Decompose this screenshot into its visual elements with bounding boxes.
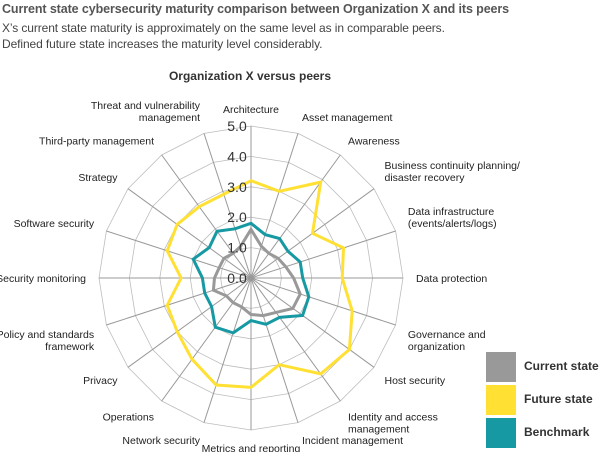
subtitle-line-1: X’s current state maturity is approximat… — [2, 21, 445, 35]
axis-label: Asset management — [302, 112, 393, 124]
axis-label: Host security — [385, 375, 446, 387]
axis-spoke — [250, 133, 299, 279]
axis-label: Data infrastructure (events/alerts/logs) — [408, 206, 497, 230]
legend-label-benchmark: Benchmark — [524, 425, 590, 439]
axis-spoke — [203, 133, 252, 279]
axis-spoke — [106, 230, 252, 279]
axis-spoke — [203, 277, 252, 423]
axis-label: Privacy — [83, 375, 118, 387]
axis-spoke — [127, 188, 252, 279]
axis-label: Software security — [14, 218, 95, 230]
axis-label: Operations — [103, 412, 154, 424]
legend-label-future-state: Future state — [524, 392, 593, 406]
legend-swatch-future-state — [486, 385, 516, 415]
axis-spoke — [250, 154, 341, 279]
axis-spoke — [250, 230, 396, 279]
axis-label: Architecture — [223, 104, 279, 116]
axis-spoke — [106, 277, 252, 326]
tick-label: 1.0 — [227, 240, 247, 256]
axis-spoke — [161, 154, 252, 279]
tick-label: 0.0 — [227, 270, 247, 286]
axis-label: Awareness — [348, 136, 400, 148]
series-current-state — [211, 226, 302, 318]
series-future-state — [165, 179, 354, 389]
axis-label: Incident management — [302, 435, 403, 447]
axis-label: Policy and standards framework — [0, 329, 95, 353]
axis-spoke — [250, 277, 396, 326]
chart-title: Organization X versus peers — [168, 69, 332, 83]
axis-label: Strategy — [78, 172, 118, 184]
axis-label: Threat and vulnerability management — [91, 100, 201, 124]
chart-heading: Current state cybersecurity maturity com… — [2, 2, 510, 16]
axis-label: Business continuity planning/disaster re… — [385, 160, 521, 184]
tick-label: 4.0 — [227, 148, 247, 164]
axis-label: Metrics and reporting — [202, 443, 301, 452]
subtitle-line-2: Defined future state increases the matur… — [2, 37, 323, 51]
axis-label: Governance and organization — [408, 329, 486, 353]
axis-label: Network security — [122, 435, 200, 447]
legend-swatch-current-state — [486, 352, 516, 382]
axis-spoke — [250, 277, 341, 402]
axis-label: Data protection — [416, 273, 487, 285]
axis-spoke — [250, 277, 375, 368]
tick-label: 2.0 — [227, 209, 247, 225]
series-benchmark — [191, 221, 311, 335]
legend-swatch-benchmark — [486, 418, 516, 448]
axis-label: Third-party management — [39, 136, 154, 148]
axis-spoke — [127, 277, 252, 368]
legend-label-current-state: Current state — [524, 359, 599, 373]
axis-spoke — [161, 277, 252, 402]
tick-label: 5.0 — [227, 118, 247, 134]
axis-label: Identity and access management — [348, 412, 438, 436]
axis-label: Security monitoring — [0, 273, 86, 285]
axis-spoke — [250, 277, 299, 423]
tick-label: 3.0 — [227, 179, 247, 195]
